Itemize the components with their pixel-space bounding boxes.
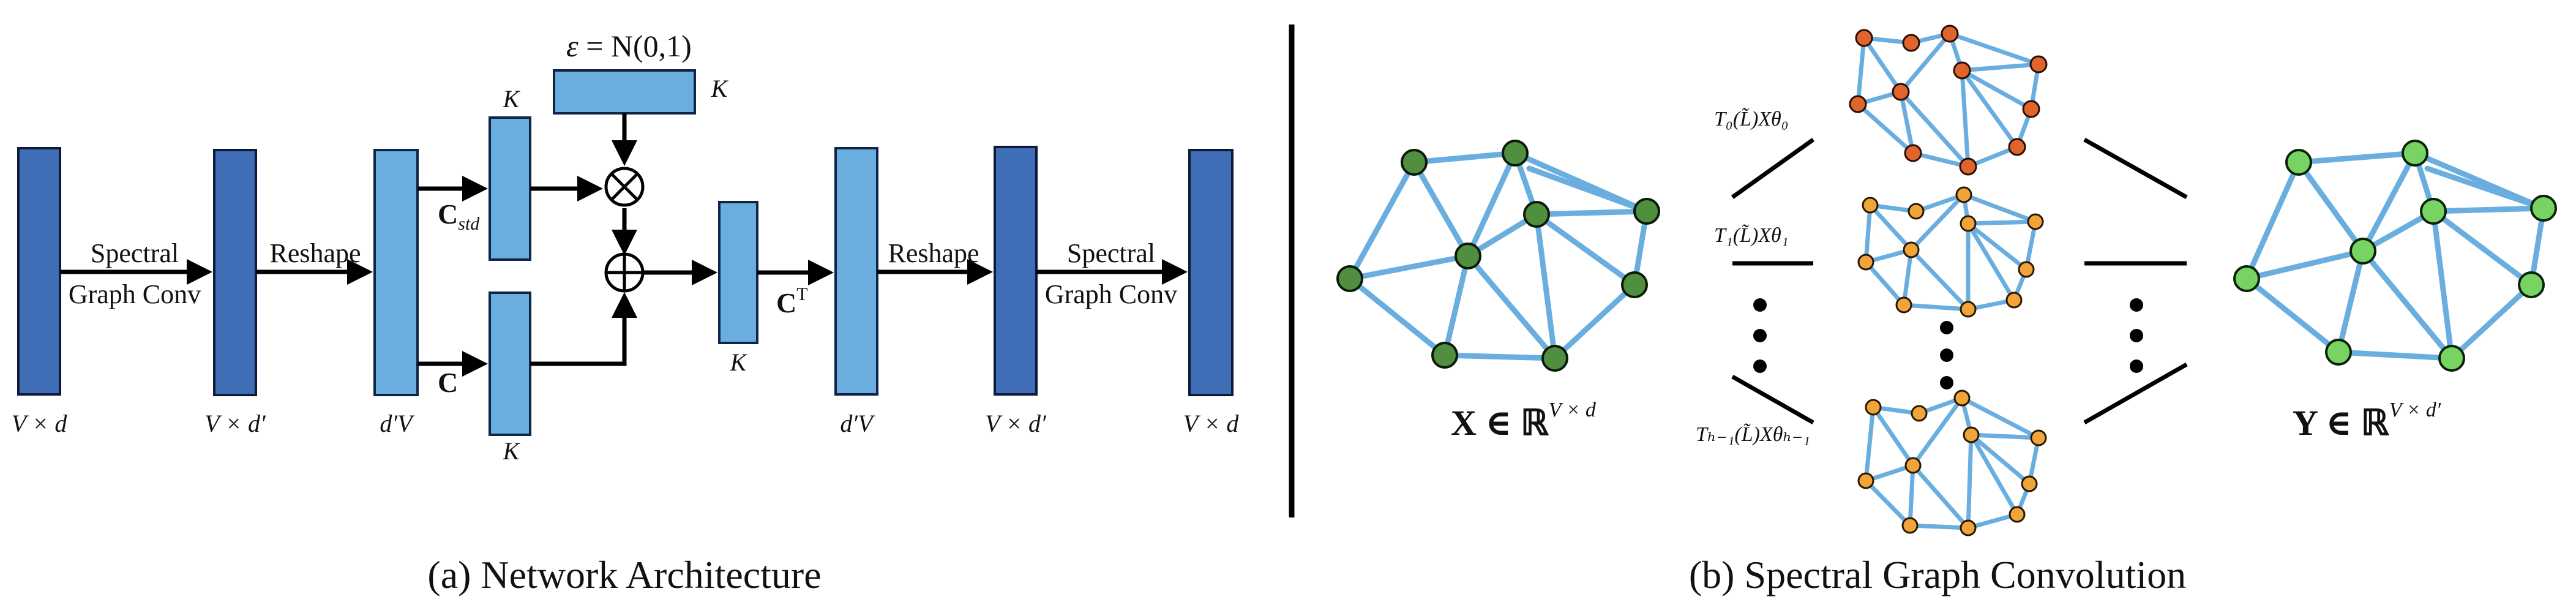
c-std-label: Cstd — [438, 198, 480, 234]
line-from-t0 — [2083, 137, 2188, 200]
t1-graph — [1857, 186, 2044, 318]
ct-output-block — [834, 147, 878, 396]
c-block — [489, 292, 531, 436]
right-ellipsis — [2130, 298, 2143, 373]
architecture-caption: (a) Network Architecture — [427, 553, 821, 596]
reshape-dim-label: d′V — [380, 410, 415, 437]
middle-ellipsis — [1940, 321, 1953, 389]
ct-dim-label: d′V — [840, 410, 875, 437]
k-label-top: K — [503, 85, 521, 113]
output-dim-label: V × d — [1183, 410, 1240, 437]
spectral-caption: (b) Spectral Graph Convolution — [1689, 553, 2186, 596]
k-label-ct: K — [730, 348, 748, 376]
conv1-block — [213, 149, 257, 396]
conv2-dim-label: V × d′ — [985, 410, 1047, 437]
k-label-bottom: K — [503, 437, 521, 465]
spectral-label-2b: Graph Conv — [1045, 279, 1177, 309]
network-architecture-panel: Spectral Graph Conv Reshape Reshape Spec… — [12, 29, 1240, 596]
arrow-c-to-add — [530, 292, 637, 366]
spectral-label-2a: Spectral — [1067, 238, 1155, 268]
reshape-label-1: Reshape — [269, 238, 361, 268]
noise-block — [553, 69, 696, 115]
c-std-block — [489, 116, 531, 261]
c-label: C — [438, 367, 458, 398]
term-1-label: T₁(L̃)Xθ₁ — [1714, 224, 1789, 247]
left-ellipsis — [1753, 298, 1767, 373]
term-last-label: Tₕ₋₁(L̃)Xθₕ₋₁ — [1696, 423, 1810, 446]
add-operator — [604, 252, 645, 293]
reshape-block — [373, 149, 419, 396]
input-math-label: X ∈ ℝV × d — [1451, 399, 1597, 443]
output-block — [1188, 149, 1234, 396]
spectral-label-1a: Spectral — [91, 238, 179, 268]
tlast-graph — [1857, 389, 2047, 536]
reshape-label-2: Reshape — [888, 238, 979, 268]
input-block — [17, 147, 61, 396]
ct-label: CT — [776, 284, 808, 318]
conv2-block — [994, 146, 1038, 396]
noise-label: ε = N(0,1) — [566, 29, 692, 63]
multiply-operator — [604, 167, 645, 207]
line-from-tlast — [2083, 362, 2188, 425]
t0-graph — [1849, 24, 2048, 176]
conv1-dim-label: V × d′ — [204, 410, 266, 437]
spectral-convolution-panel: X ∈ ℝV × d T₀(L̃)Xθ₀ T₁(L̃)Xθ₁ Tₕ₋₁(L̃)X… — [1336, 24, 2557, 596]
line-to-t0 — [1731, 138, 1815, 199]
ct-block — [718, 201, 758, 344]
term-0-label: T₀(L̃)Xθ₀ — [1714, 108, 1789, 130]
line-to-tlast — [1731, 374, 1814, 425]
input-dim-label: V × d — [12, 410, 68, 437]
input-graph — [1336, 140, 1660, 372]
k-label-noise: K — [711, 75, 729, 102]
output-graph — [2233, 140, 2557, 372]
output-math-label: Y ∈ ℝV × d′ — [2293, 399, 2441, 443]
spectral-label-1b: Graph Conv — [69, 279, 201, 309]
